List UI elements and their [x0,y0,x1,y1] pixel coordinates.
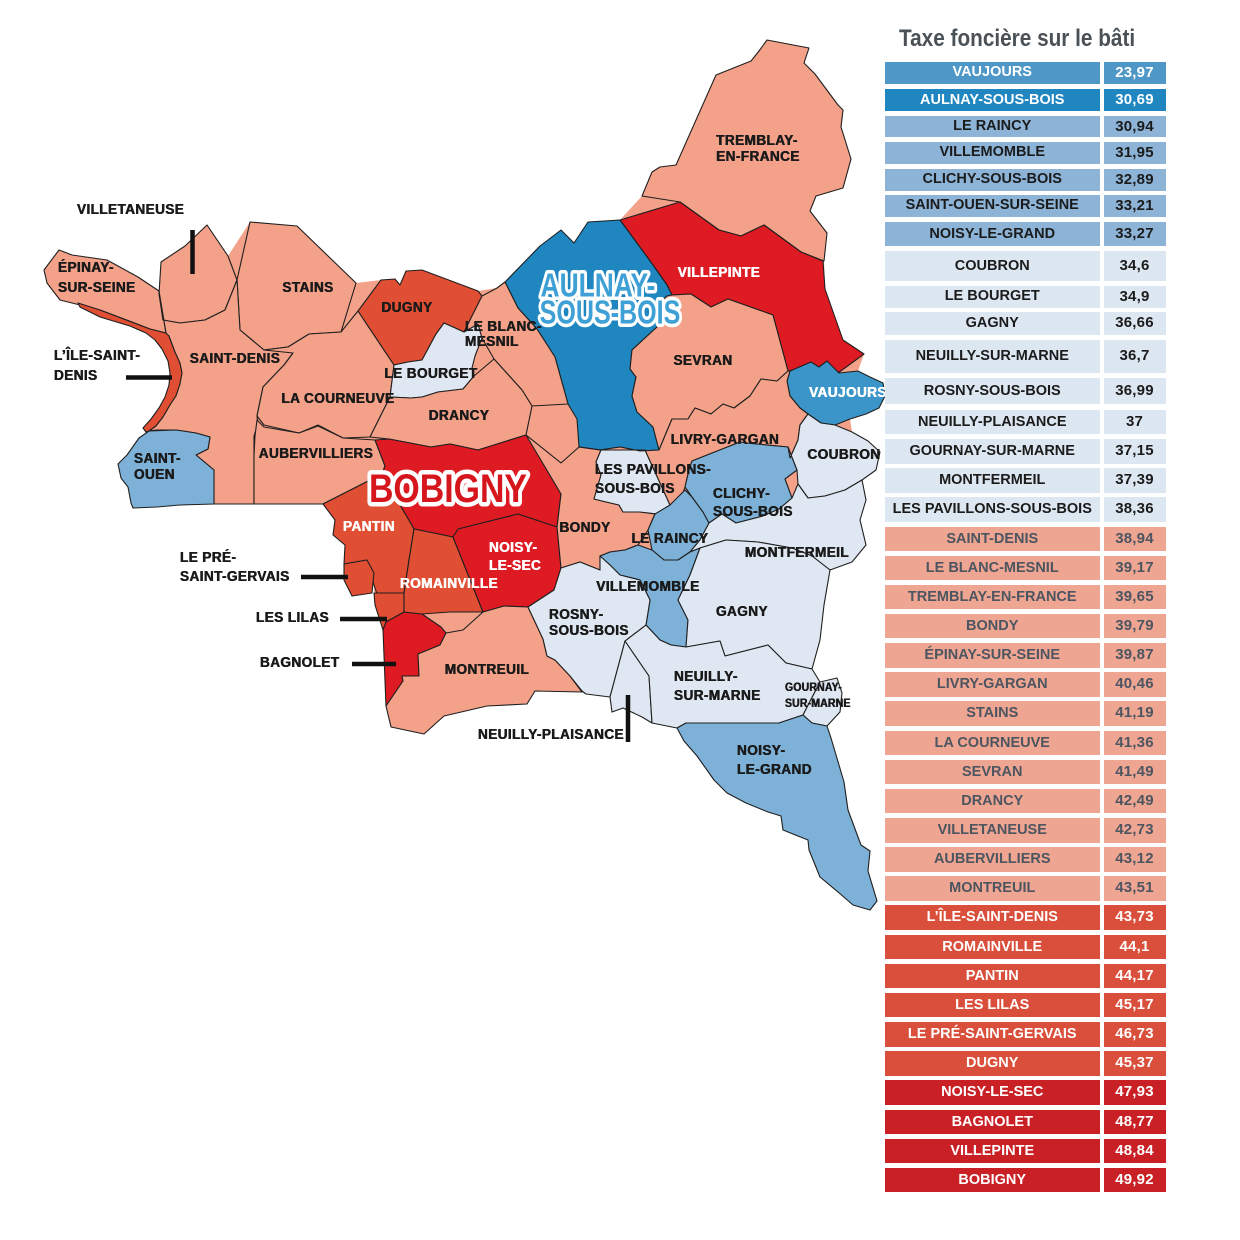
svg-text:SOUS-BOIS: SOUS-BOIS [540,294,681,331]
svg-text:AULNAY-: AULNAY- [541,268,656,304]
svg-text:BOBIGNY: BOBIGNY [369,465,527,510]
svg-text:AULNAY-: AULNAY- [541,268,656,304]
svg-text:BOBIGNY: BOBIGNY [369,465,527,510]
svg-text:SOUS-BOIS: SOUS-BOIS [540,294,681,331]
